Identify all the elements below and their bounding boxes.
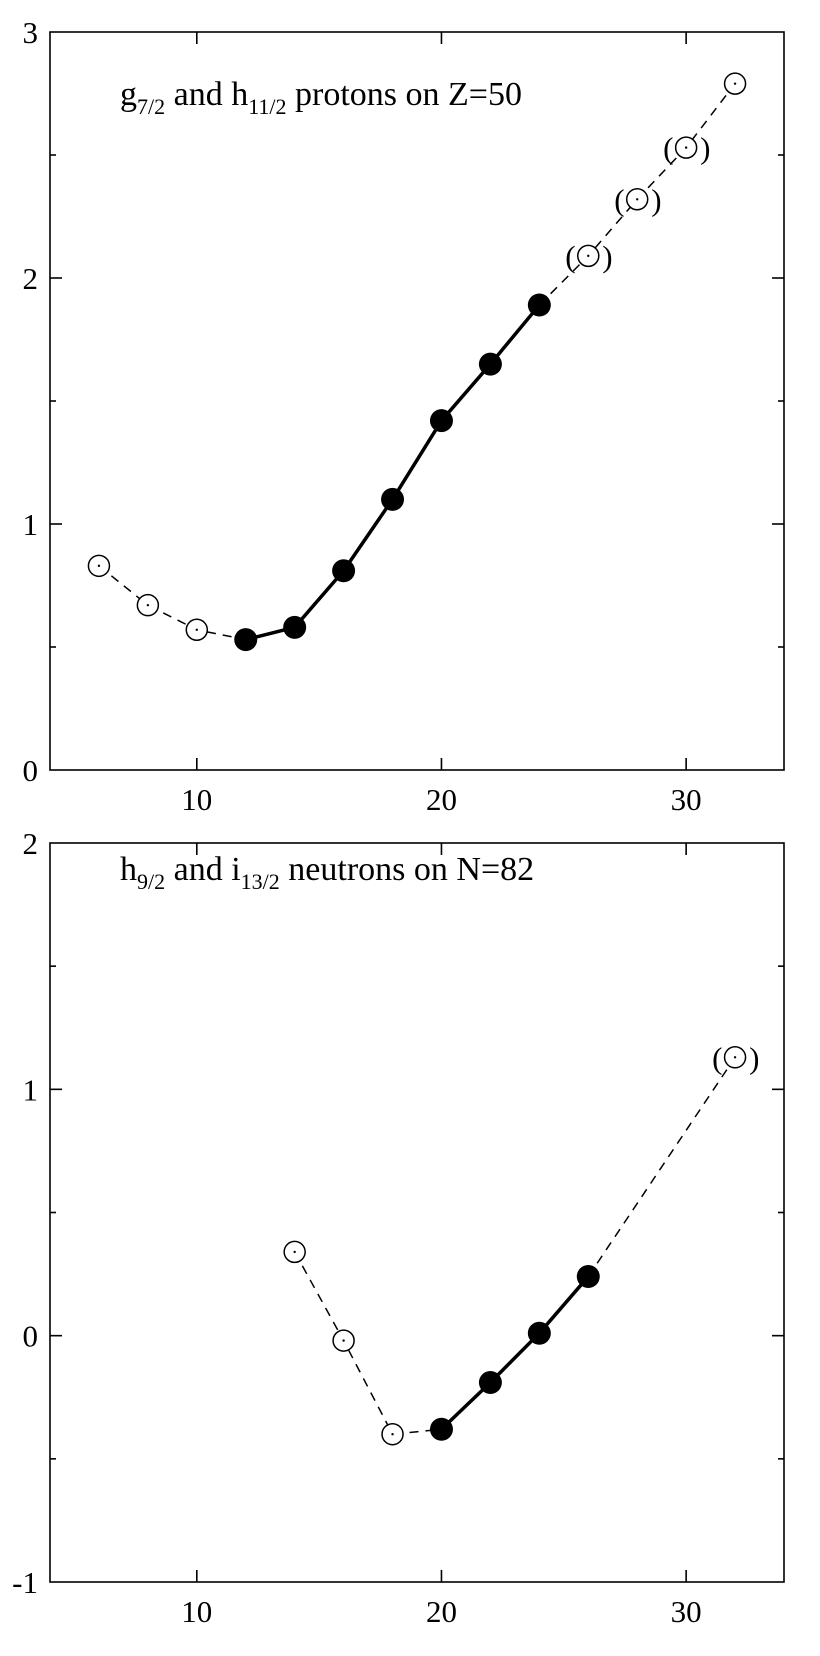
top-open-point-center: [587, 254, 590, 258]
bottom-filled-point: [429, 1417, 453, 1441]
top-y-tick-label: 0: [23, 753, 39, 788]
bottom-open-point-center: [733, 1056, 737, 1059]
bottom-open-point-center: [391, 1433, 394, 1436]
top-panel-title: g7/2 and h11/2 protons on Z=50: [120, 76, 522, 119]
top-paren-right: ): [602, 239, 612, 274]
top-plot-frame: [49, 31, 785, 771]
top-open-point-center: [195, 628, 198, 631]
bottom-x-tick-label: 10: [181, 1594, 212, 1629]
bottom-y-tick-label: 1: [23, 1072, 39, 1107]
top-paren-left: (: [565, 239, 575, 274]
top-series-0-line: [98, 565, 246, 641]
top-x-tick-label: 30: [671, 782, 702, 817]
bottom-y-tick-label: 2: [23, 826, 39, 861]
bottom-filled-point: [478, 1370, 502, 1394]
bottom-y-tick-label: 0: [23, 1319, 39, 1354]
top-paren-left: (: [663, 131, 673, 166]
bottom-series-1-line: [440, 1275, 590, 1431]
top-y-tick-label: 2: [23, 261, 39, 296]
bottom-filled-point: [576, 1265, 600, 1289]
top-paren-right: ): [700, 131, 710, 166]
bottom-y-tick-label: -1: [12, 1565, 38, 1600]
top-paren-right: ): [651, 182, 661, 217]
top-filled-point: [283, 615, 307, 639]
top-filled-point: [234, 628, 258, 652]
bottom-paren-right: ): [749, 1040, 759, 1075]
top-open-point-center: [733, 82, 737, 85]
bottom-paren-left: (: [712, 1040, 722, 1075]
top-open-point-center: [97, 564, 101, 568]
bottom-panel: h9/2 and i13/2 neutrons on N=82 10 20 30-1…: [12, 826, 785, 1629]
top-y-tick-label: 3: [23, 15, 39, 50]
top-x-tick-label: 10: [181, 782, 212, 817]
top-filled-point: [332, 559, 356, 583]
top-open-point-center: [636, 198, 639, 201]
top-x-tick-label: 20: [426, 782, 457, 817]
top-paren-left: (: [614, 182, 624, 217]
bottom-series-2-line: [587, 1056, 736, 1277]
top-open-point-center: [684, 146, 688, 149]
bottom-series-0-line: [294, 1251, 442, 1435]
bottom-filled-point: [527, 1321, 551, 1345]
top-filled-point: [478, 352, 502, 376]
bottom-x-tick-label: 30: [671, 1594, 702, 1629]
top-filled-point: [527, 293, 551, 317]
top-panel: g7/2 and h11/2 protons on Z=50 10 20 30 0 1 2…: [23, 15, 785, 817]
top-filled-point: [381, 487, 405, 511]
bottom-open-point-center: [293, 1250, 296, 1254]
bottom-x-tick-label: 20: [426, 1594, 457, 1629]
top-y-tick-label: 1: [23, 507, 39, 542]
top-open-point-center: [146, 603, 150, 607]
bottom-open-point-center: [342, 1339, 345, 1342]
top-filled-point: [429, 409, 453, 433]
bottom-panel-title: h9/2 and i13/2 neutrons on N=82: [120, 851, 534, 894]
bottom-plot-frame: [49, 842, 785, 1583]
